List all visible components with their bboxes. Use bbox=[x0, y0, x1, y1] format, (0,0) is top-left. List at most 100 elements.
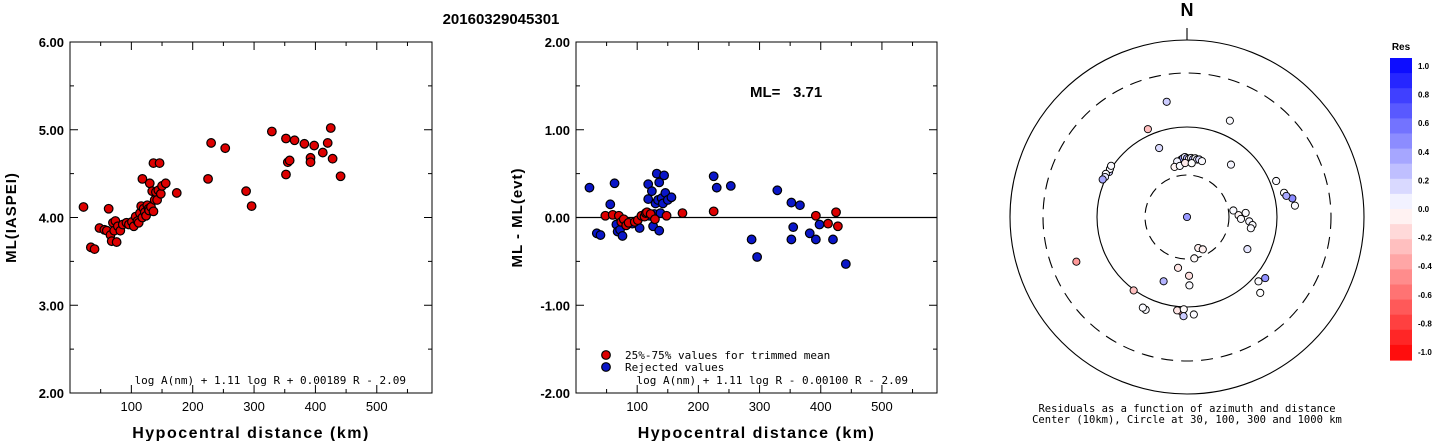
rejected-point bbox=[804, 228, 815, 239]
y-axis-label: ML - ML(evt) bbox=[509, 167, 526, 267]
kept-point bbox=[661, 210, 672, 221]
data-point bbox=[160, 178, 171, 189]
colorbar-cell bbox=[1390, 344, 1412, 361]
colorbar-cell bbox=[1390, 148, 1412, 165]
y-tick-label: 6.00 bbox=[39, 35, 64, 50]
rejected-point bbox=[788, 222, 799, 233]
colorbar-cell bbox=[1390, 299, 1412, 316]
data-point bbox=[284, 155, 295, 166]
rejected-point bbox=[786, 197, 797, 208]
data-point bbox=[289, 135, 300, 146]
azimuth-residual-polar-plot: N Residuals as a function of azimuth and … bbox=[1009, 0, 1365, 426]
colorbar-cell bbox=[1390, 178, 1412, 195]
data-point bbox=[78, 202, 89, 212]
station-point bbox=[1246, 224, 1255, 233]
colorbar-cell bbox=[1390, 329, 1412, 346]
data-point bbox=[335, 171, 346, 182]
formula-label: log A(nm) + 1.11 log R + 0.00189 R - 2.0… bbox=[134, 374, 406, 387]
colorbar-tick-label: -0.6 bbox=[1418, 291, 1432, 300]
plot-frame bbox=[69, 41, 433, 394]
data-point bbox=[299, 138, 310, 149]
y-tick-label: 5.00 bbox=[39, 123, 64, 138]
station-point bbox=[1155, 143, 1164, 153]
station-point bbox=[1159, 277, 1168, 286]
station-point bbox=[1290, 201, 1299, 210]
rejected-point bbox=[643, 194, 654, 204]
station-point bbox=[1198, 245, 1207, 254]
station-point bbox=[1236, 214, 1246, 223]
y-tick-label: 4.00 bbox=[39, 211, 64, 226]
legend-marker bbox=[601, 362, 611, 372]
colorbar-cell bbox=[1390, 73, 1412, 89]
data-point bbox=[281, 169, 291, 180]
ml-value: 3.71 bbox=[793, 84, 822, 101]
station-point bbox=[1179, 312, 1188, 321]
rejected-point bbox=[605, 199, 616, 210]
station-point bbox=[1181, 158, 1190, 168]
ml-vs-distance-plot: 100 200 300 400 500 2.00 3.00 4.00 5.00 6.00 Hypoc… bbox=[3, 35, 433, 441]
rejected-point bbox=[814, 219, 825, 230]
colorbar-cell bbox=[1390, 163, 1412, 180]
rejected-point bbox=[708, 171, 719, 182]
colorbar-cell bbox=[1390, 314, 1412, 331]
data-point bbox=[309, 140, 320, 151]
north-label: N bbox=[1181, 0, 1194, 20]
colorbar-cell bbox=[1390, 254, 1412, 270]
ring-1000km bbox=[1042, 72, 1332, 362]
rejected-point bbox=[654, 225, 665, 236]
colorbar-tick-label: -0.8 bbox=[1418, 319, 1432, 328]
colorbar-cell bbox=[1390, 103, 1412, 119]
rejected-point bbox=[654, 177, 665, 188]
kept-point bbox=[831, 207, 841, 218]
data-point bbox=[103, 203, 114, 214]
data-point bbox=[171, 188, 182, 198]
station-point bbox=[1272, 176, 1281, 186]
station-point bbox=[1256, 288, 1265, 297]
rejected-point bbox=[786, 234, 797, 245]
data-point bbox=[144, 178, 155, 189]
colorbar-cell bbox=[1390, 133, 1412, 150]
formula-label: log A(nm) + 1.11 log R - 0.00100 R - 2.0… bbox=[636, 374, 908, 387]
rejected-point bbox=[659, 170, 670, 181]
data-point bbox=[325, 123, 336, 133]
colorbar-cell bbox=[1390, 88, 1412, 104]
y-tick-label: -1.00 bbox=[540, 298, 570, 313]
y-axis-label: ML(IASPEI) bbox=[3, 172, 20, 263]
rejected-point bbox=[584, 182, 595, 193]
colorbar-cell bbox=[1390, 269, 1412, 286]
station-point bbox=[1189, 310, 1198, 319]
colorbar-cell bbox=[1390, 284, 1412, 301]
colorbar-tick-label: 0.0 bbox=[1418, 205, 1430, 214]
ring-100km bbox=[1144, 174, 1230, 260]
station-point bbox=[1226, 160, 1236, 169]
station-point bbox=[1187, 159, 1196, 168]
x-tick-label: 500 bbox=[871, 399, 893, 414]
x-axis-label: Hypocentral distance (km) bbox=[638, 425, 876, 441]
caption-line-2: Center (10km), Circle at 30, 100, 300 an… bbox=[1032, 414, 1342, 426]
legend-marker bbox=[601, 350, 611, 360]
colorbar-tick-label: 0.4 bbox=[1418, 148, 1430, 157]
x-tick-label: 300 bbox=[243, 399, 265, 414]
x-tick-label: 100 bbox=[121, 399, 143, 414]
data-point bbox=[154, 158, 165, 168]
rejected-point bbox=[795, 200, 805, 211]
data-point bbox=[266, 126, 277, 137]
station-point bbox=[1182, 212, 1192, 222]
station-point bbox=[1162, 97, 1171, 106]
x-tick-label: 200 bbox=[182, 399, 204, 414]
data-point bbox=[148, 206, 159, 217]
station-point bbox=[1197, 157, 1207, 166]
residual-colorbar: Res 1.0 0.8 0.6 0.4 0.2 0.0 -0.2 -0.4 -0.6 -0.8 -1.… bbox=[1390, 42, 1432, 361]
station-point bbox=[1143, 125, 1152, 134]
rejected-point bbox=[840, 259, 851, 269]
station-point bbox=[1098, 175, 1107, 184]
x-tick-label: 300 bbox=[749, 399, 771, 414]
colorbar-tick-label: -1.0 bbox=[1418, 348, 1432, 357]
data-point bbox=[89, 244, 100, 254]
station-point bbox=[1185, 271, 1194, 280]
x-tick-label: 400 bbox=[305, 399, 327, 414]
colorbar-tick-label: -0.2 bbox=[1418, 234, 1432, 243]
data-point bbox=[203, 173, 213, 184]
colorbar-tick-label: 0.2 bbox=[1418, 176, 1430, 185]
